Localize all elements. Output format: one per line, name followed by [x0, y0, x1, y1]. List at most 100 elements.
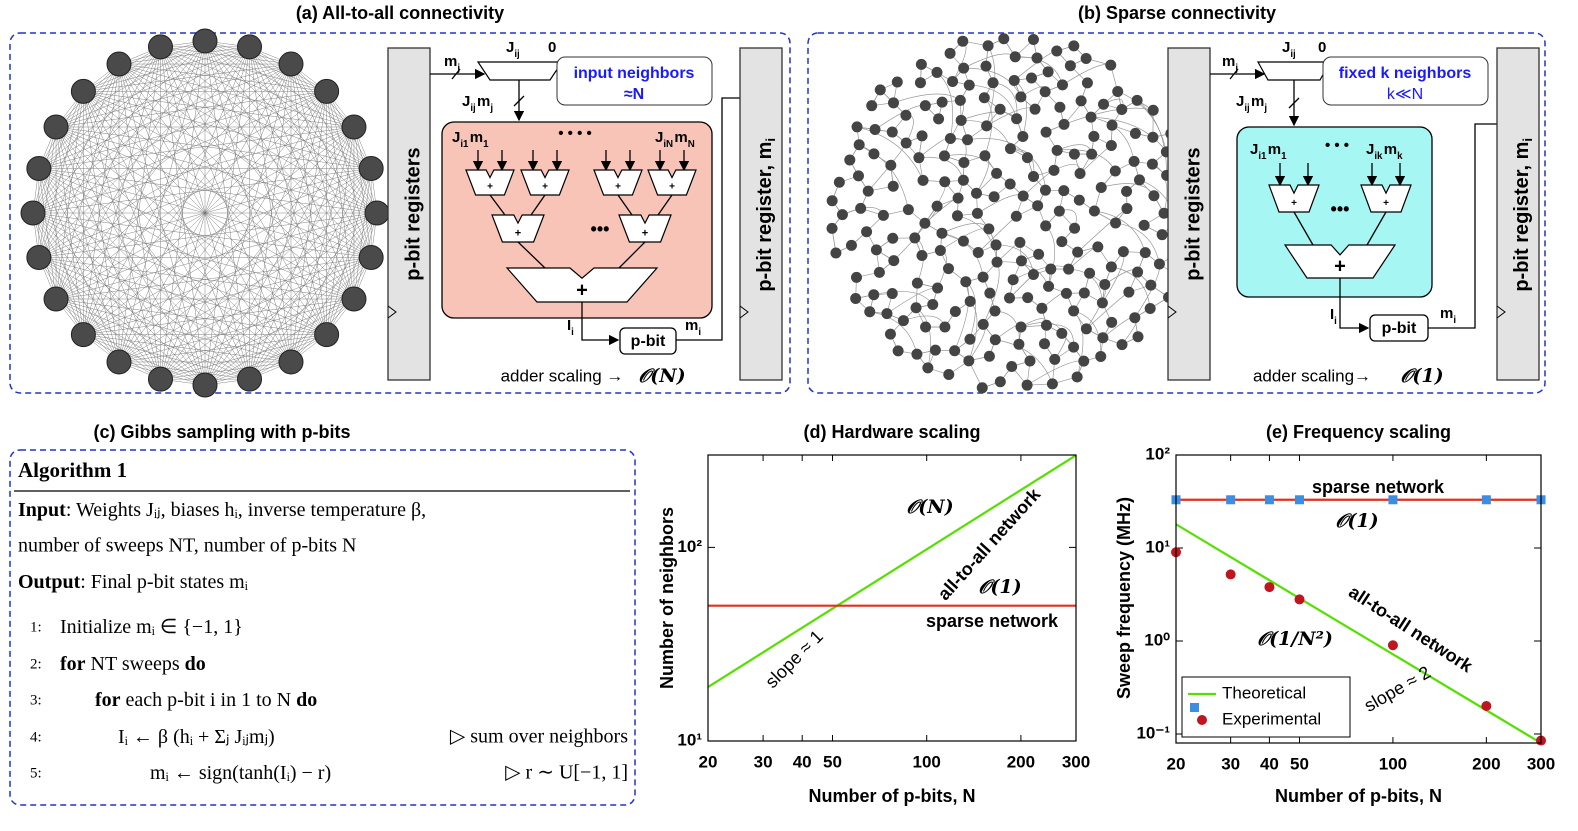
adder: [618, 214, 672, 243]
node: [929, 344, 941, 356]
node: [891, 76, 903, 88]
node: [1081, 77, 1093, 89]
legend-box: [1181, 676, 1351, 738]
label-gap: [493, 93, 494, 110]
ellipsis: •••: [591, 219, 610, 239]
edge: [55, 46, 161, 300]
bus-slash: [513, 95, 525, 107]
edge: [290, 64, 327, 335]
panel-title: (c) Gibbs sampling with p-bits: [93, 422, 350, 442]
edge: [38, 212, 378, 258]
edge: [83, 63, 292, 92]
edge: [160, 63, 292, 380]
node: [1033, 248, 1045, 260]
label-gap: [489, 129, 490, 146]
node: [1054, 101, 1066, 113]
node: [1086, 148, 1098, 160]
adder: [491, 214, 545, 243]
edge: [32, 91, 327, 214]
edge: [38, 46, 161, 169]
mux-input: mj: [444, 53, 461, 74]
clock-mark: [739, 305, 749, 319]
edge: [118, 63, 372, 169]
node: [1095, 350, 1107, 362]
edge: [160, 40, 206, 380]
wire: [1428, 123, 1497, 329]
adder-input: • • • •: [558, 125, 592, 142]
marker-square: [1295, 495, 1305, 505]
node: [1069, 222, 1081, 234]
edge: [326, 168, 372, 335]
node: [1010, 210, 1022, 222]
edge: [204, 46, 250, 386]
adder-sign: +: [542, 182, 548, 193]
node: [1096, 297, 1108, 309]
edge: [1102, 251, 1125, 304]
edge: [160, 168, 372, 380]
marker-square: [1264, 495, 1274, 505]
node: [887, 180, 899, 192]
marker-circle: [1387, 640, 1398, 651]
adder-input: JiN mN: [655, 129, 696, 150]
wire: [1366, 211, 1387, 246]
legend-label: Experimental: [1222, 709, 1321, 728]
edge: [83, 334, 206, 386]
node: [364, 200, 390, 226]
node: [237, 34, 263, 60]
node: [971, 207, 983, 219]
adder-sign: +: [642, 227, 648, 239]
node: [1046, 378, 1058, 390]
node: [881, 308, 893, 320]
node: [919, 100, 931, 112]
edge: [118, 63, 355, 128]
edge: [249, 212, 378, 380]
node: [884, 328, 896, 340]
node: [947, 75, 959, 87]
node: [1049, 353, 1061, 365]
edge: [204, 168, 372, 386]
panel-title: (a) All-to-all connectivity: [296, 3, 504, 23]
label-sub: ij: [514, 49, 520, 60]
edge: [38, 168, 57, 300]
algorithm-line: number of sweeps NT, number of p-bits N: [18, 535, 356, 557]
edge: [32, 212, 161, 380]
node: [1048, 164, 1060, 176]
node: [1116, 103, 1128, 115]
node: [1027, 34, 1039, 46]
edge: [83, 91, 355, 300]
node: [1042, 66, 1054, 78]
adder: [520, 169, 570, 196]
node: [851, 121, 863, 133]
pbit-input: Ii: [1330, 306, 1338, 327]
wire: [1339, 278, 1370, 334]
wire: [530, 194, 546, 216]
node: [1153, 258, 1165, 270]
node: [944, 133, 956, 145]
node: [988, 191, 1000, 203]
label-gap: [574, 317, 575, 334]
node: [341, 114, 367, 140]
node: [1129, 127, 1141, 139]
label-base: m: [674, 129, 687, 146]
node: [977, 318, 989, 330]
mux-zero: 0: [1318, 39, 1326, 56]
edge: [118, 334, 327, 363]
node: [972, 246, 984, 258]
node: [845, 239, 857, 251]
marker-circle: [1225, 569, 1236, 580]
node: [1132, 266, 1144, 278]
node: [1145, 279, 1157, 291]
node: [984, 287, 996, 299]
node: [358, 245, 384, 271]
edge: [952, 40, 967, 82]
edge: [967, 138, 1028, 158]
label-base: m: [444, 53, 457, 70]
label-gap: [1337, 306, 1338, 323]
node: [43, 114, 69, 140]
node: [936, 227, 948, 239]
label-base: m: [1251, 93, 1264, 110]
edge: [961, 119, 1011, 149]
pbit-label: p-bit: [631, 333, 666, 350]
label-base: m: [477, 93, 490, 110]
edge: [55, 63, 292, 128]
